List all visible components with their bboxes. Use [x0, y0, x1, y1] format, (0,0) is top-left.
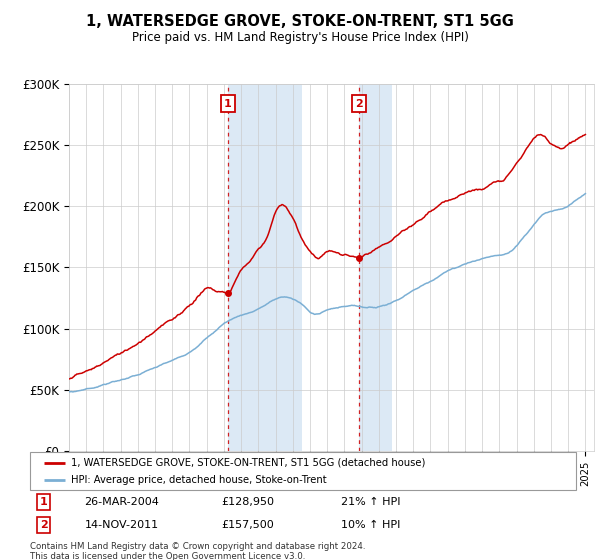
Text: £157,500: £157,500 — [221, 520, 274, 530]
Text: 1: 1 — [40, 497, 47, 507]
Text: 1, WATERSEDGE GROVE, STOKE-ON-TRENT, ST1 5GG (detached house): 1, WATERSEDGE GROVE, STOKE-ON-TRENT, ST1… — [71, 458, 425, 468]
Bar — [228, 84, 302, 451]
Text: Price paid vs. HM Land Registry's House Price Index (HPI): Price paid vs. HM Land Registry's House … — [131, 31, 469, 44]
Text: Contains HM Land Registry data © Crown copyright and database right 2024.
This d: Contains HM Land Registry data © Crown c… — [30, 542, 365, 560]
Text: 2: 2 — [356, 99, 363, 109]
Text: 1, WATERSEDGE GROVE, STOKE-ON-TRENT, ST1 5GG: 1, WATERSEDGE GROVE, STOKE-ON-TRENT, ST1… — [86, 14, 514, 29]
Text: 2: 2 — [40, 520, 47, 530]
Text: £128,950: £128,950 — [221, 497, 274, 507]
Text: 26-MAR-2004: 26-MAR-2004 — [85, 497, 160, 507]
Text: 14-NOV-2011: 14-NOV-2011 — [85, 520, 159, 530]
Bar — [359, 84, 392, 451]
FancyBboxPatch shape — [30, 452, 576, 490]
Text: 1: 1 — [224, 99, 232, 109]
Text: 21% ↑ HPI: 21% ↑ HPI — [341, 497, 401, 507]
Text: 10% ↑ HPI: 10% ↑ HPI — [341, 520, 401, 530]
Text: HPI: Average price, detached house, Stoke-on-Trent: HPI: Average price, detached house, Stok… — [71, 475, 326, 486]
